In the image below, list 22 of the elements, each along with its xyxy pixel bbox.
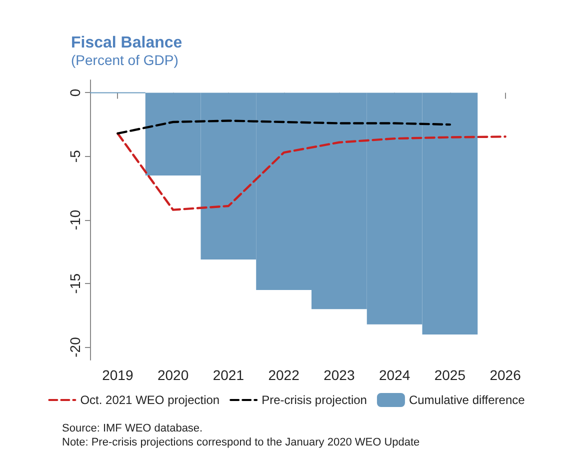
line-series — [116, 132, 506, 211]
chart-subtitle: (Percent of GDP) — [71, 52, 178, 68]
source-note: Source: IMF WEO database. — [62, 422, 203, 434]
x-tick-label: 2019 — [102, 367, 134, 383]
line-series — [116, 120, 452, 135]
y-tick-label: -10 — [67, 210, 83, 230]
x-tick-label: 2025 — [434, 367, 466, 383]
text: Note: Pre-crisis projections correspond to the January 2020 WEO Update — [62, 436, 420, 448]
legend-label: Oct. 2021 WEO projection — [80, 393, 220, 407]
x-tick-label: 2022 — [268, 367, 300, 383]
x-tick-label: 2020 — [157, 367, 189, 383]
chart-title: Fiscal Balance — [71, 34, 182, 52]
legend-label: Pre-crisis projection — [262, 393, 367, 407]
x-tick-label: 2023 — [324, 367, 355, 383]
legend-label: Cumulative difference — [408, 393, 526, 407]
y-tick-label: -15 — [67, 273, 83, 294]
y-tick-label: -5 — [67, 150, 83, 163]
y-tick-label: 0 — [67, 88, 83, 97]
x-tick-label: 2024 — [378, 367, 410, 383]
x-tick-label: 2026 — [490, 367, 522, 383]
y-tick-label: -20 — [67, 336, 83, 358]
x-tick-label: 2021 — [212, 367, 244, 383]
